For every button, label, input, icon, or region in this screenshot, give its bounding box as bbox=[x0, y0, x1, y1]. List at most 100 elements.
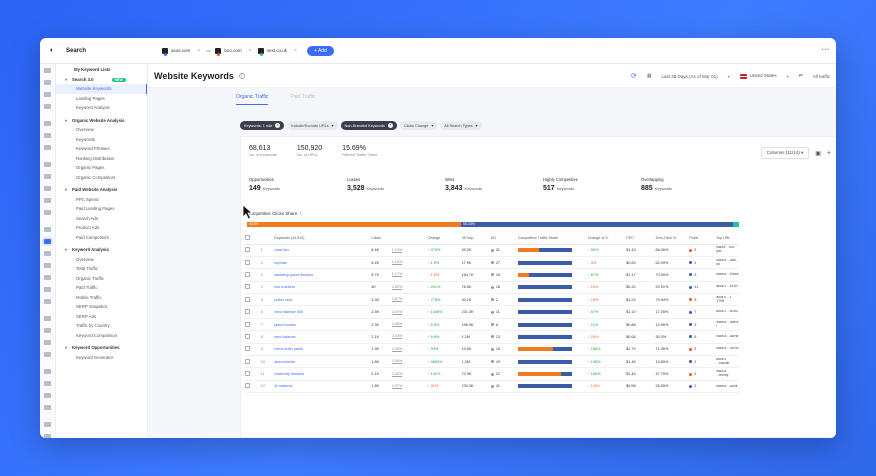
column-header[interactable]: Clicks bbox=[371, 233, 392, 245]
filter-chip[interactable]: Keywords: 1 rule × bbox=[240, 121, 285, 130]
columns-select[interactable]: Columns (11/14) ▾ bbox=[760, 147, 810, 159]
keyword-link[interactable]: lino markers bbox=[274, 281, 372, 295]
keyword-link[interactable]: dr martens bbox=[274, 380, 372, 394]
rail-nav-icon[interactable] bbox=[44, 299, 51, 304]
rail-nav-icon[interactable] bbox=[44, 393, 51, 398]
rail-nav-icon[interactable] bbox=[44, 340, 51, 345]
close-icon[interactable]: × bbox=[275, 123, 281, 128]
sidebar-section-header[interactable]: ▾ Paid Website Analysis bbox=[56, 185, 147, 195]
rail-nav-icon[interactable] bbox=[44, 92, 51, 97]
row-checkbox[interactable] bbox=[245, 309, 250, 315]
domain-chip[interactable]: next.co.uk × bbox=[257, 47, 297, 56]
info-icon[interactable]: ⓘ bbox=[298, 211, 304, 216]
rail-nav-icon[interactable] bbox=[44, 251, 51, 256]
keyword-link[interactable]: wedding guest dresses bbox=[274, 268, 372, 282]
chevron-down-icon[interactable]: ▾ bbox=[331, 124, 334, 128]
sidebar-item[interactable]: Keywords bbox=[56, 135, 147, 145]
close-icon[interactable]: × bbox=[294, 47, 297, 54]
rail-nav-icon[interactable] bbox=[44, 162, 51, 167]
sidebar-section-header[interactable]: ▾ Keyword Analysis bbox=[56, 245, 147, 255]
sidebar-item[interactable]: Search Ads bbox=[56, 214, 147, 224]
rail-nav-icon[interactable] bbox=[44, 104, 51, 109]
table-row[interactable]: 3 wedding guest dresses 5.7K 1.17% ↓ 1.6% 164… bbox=[245, 268, 739, 282]
select-all-checkbox[interactable] bbox=[245, 235, 250, 241]
row-checkbox[interactable] bbox=[245, 333, 250, 339]
rail-nav-icon[interactable] bbox=[44, 316, 51, 321]
rail-nav-icon[interactable] bbox=[44, 381, 51, 386]
sidebar-section-header[interactable]: ▾ Keyword Opportunities bbox=[56, 343, 147, 353]
top-url[interactable]: asos.c ...r-1795 bbox=[716, 293, 739, 307]
keyword-link[interactable]: maxi tau bbox=[274, 244, 372, 257]
rail-nav-icon[interactable] bbox=[44, 210, 51, 215]
filter-chip[interactable]: Non-Branded Keywords × bbox=[340, 121, 397, 130]
column-header[interactable]: KD bbox=[490, 233, 518, 245]
table-row[interactable]: 2 topman 5.4K 1.16% ↑ 1.9% 17.9K 27 ↓ 4% $0.83 62… bbox=[245, 256, 739, 270]
rail-nav-icon[interactable] bbox=[44, 145, 51, 150]
share-segment[interactable]: 55.33% bbox=[461, 222, 734, 227]
row-checkbox[interactable] bbox=[245, 346, 250, 352]
sidebar-item[interactable]: Keyword Analysis bbox=[56, 103, 147, 113]
column-header[interactable]: Positi.. bbox=[689, 233, 717, 245]
row-checkbox[interactable] bbox=[245, 321, 250, 327]
rail-nav-icon[interactable] bbox=[44, 352, 51, 357]
column-header[interactable]: Competitive Traffic Share bbox=[517, 233, 588, 245]
top-url[interactable]: www.a ...ads-sh bbox=[716, 256, 739, 270]
sidebar-item[interactable]: Paid Competitors bbox=[56, 233, 147, 243]
sidebar-item[interactable]: Overview bbox=[56, 255, 147, 265]
column-header[interactable] bbox=[391, 233, 428, 245]
rail-nav-icon[interactable] bbox=[44, 80, 51, 85]
sidebar-item[interactable]: Website Keywords bbox=[56, 84, 147, 94]
rail-nav-icon[interactable] bbox=[44, 68, 51, 73]
top-url[interactable]: www.a ...aded-l bbox=[716, 318, 739, 332]
column-header[interactable]: Change bbox=[427, 233, 462, 245]
share-segment[interactable]: 43.5% bbox=[247, 222, 462, 227]
rail-nav-icon[interactable] bbox=[44, 174, 51, 179]
sidebar-section-header[interactable]: ▾ Search 3.0 NEW bbox=[56, 75, 147, 85]
keyword-link[interactable]: new balance bbox=[274, 330, 372, 344]
column-header[interactable]: Keywords (44,910) bbox=[274, 233, 372, 245]
refresh-icon[interactable]: ⟳ bbox=[630, 73, 637, 80]
row-checkbox[interactable] bbox=[245, 371, 250, 377]
top-url[interactable]: www.a ...ac/ne bbox=[716, 330, 739, 344]
metric-card[interactable]: Losses 3,528 Keywords bbox=[347, 177, 445, 192]
metric-card[interactable]: Opportunities 149 Keywords bbox=[249, 177, 347, 192]
table-row[interactable]: 7 jaded london 2.3K 0.48% ↑ 6.5% 156.9K 6 ↑ 11%… bbox=[245, 318, 739, 332]
table-row[interactable]: 9 mens linen pants 1.9K 0.39% ↑ 93% 14.5K 15 ↑ … bbox=[245, 343, 739, 357]
sidebar-item[interactable]: Overview bbox=[56, 125, 147, 135]
sidebar-item[interactable]: Organic Pages bbox=[56, 163, 147, 173]
keyword-link[interactable]: jaded london bbox=[274, 318, 372, 332]
rail-nav-icon[interactable] bbox=[44, 227, 51, 232]
row-checkbox[interactable] bbox=[245, 296, 250, 302]
sidebar-item[interactable]: SERP Ads bbox=[56, 312, 147, 322]
rail-nav-icon[interactable] bbox=[44, 121, 51, 126]
column-header[interactable]: Change of V.. bbox=[587, 233, 627, 245]
metric-card[interactable]: Overlapping 885 Keywords bbox=[641, 177, 739, 192]
sidebar-item[interactable]: SERP Snapshot bbox=[56, 302, 147, 312]
rail-nav-icon[interactable] bbox=[44, 405, 51, 410]
column-header[interactable]: CPC bbox=[626, 233, 656, 245]
table-row[interactable]: 11 maternity dresses 2.1K 0.42% ↑ 132% 72.9K 2… bbox=[245, 367, 739, 381]
excel-export-icon[interactable]: ▣ bbox=[815, 150, 821, 157]
sidebar-item[interactable]: Landing Pages bbox=[56, 94, 147, 104]
top-url[interactable]: www.a ...t/dres bbox=[716, 268, 739, 282]
share-segment[interactable] bbox=[733, 222, 739, 227]
table-row[interactable]: 4 lino markers 4K 0.82% ↑ 201% 76.5K 18 ↓ 16% $0… bbox=[245, 281, 739, 295]
sidebar-item[interactable]: Organic Traffic bbox=[56, 274, 147, 284]
sidebar-item[interactable]: Paid Landing Pages bbox=[56, 204, 147, 214]
top-url[interactable]: asos.c ...nds/ab bbox=[716, 355, 739, 369]
metric-card[interactable]: Highly Competitive 517 Keywords bbox=[543, 177, 641, 192]
filter-chip[interactable]: Include/Exclude URLs ▾ bbox=[287, 121, 338, 130]
rail-nav-icon[interactable] bbox=[44, 422, 51, 427]
row-checkbox[interactable] bbox=[245, 284, 250, 290]
table-row[interactable]: 12 dr martens 1.8K 0.37% ↓ 41% 233.3K 41 ↓ 1.8%… bbox=[245, 380, 739, 394]
rail-nav-icon[interactable] bbox=[44, 434, 51, 438]
row-checkbox[interactable] bbox=[245, 358, 250, 364]
close-icon[interactable]: × bbox=[387, 123, 393, 128]
country-select[interactable]: United States bbox=[739, 73, 777, 79]
sidebar-item[interactable]: Keyword Phrases bbox=[56, 144, 147, 154]
chevron-down-icon[interactable]: ▾ bbox=[431, 124, 434, 128]
sidebar-item[interactable]: Total Traffic bbox=[56, 264, 147, 274]
keyword-link[interactable]: abercrombie bbox=[274, 355, 372, 369]
keyword-link[interactable]: maternity dresses bbox=[274, 367, 372, 381]
column-header[interactable]: Top URL bbox=[716, 233, 739, 245]
